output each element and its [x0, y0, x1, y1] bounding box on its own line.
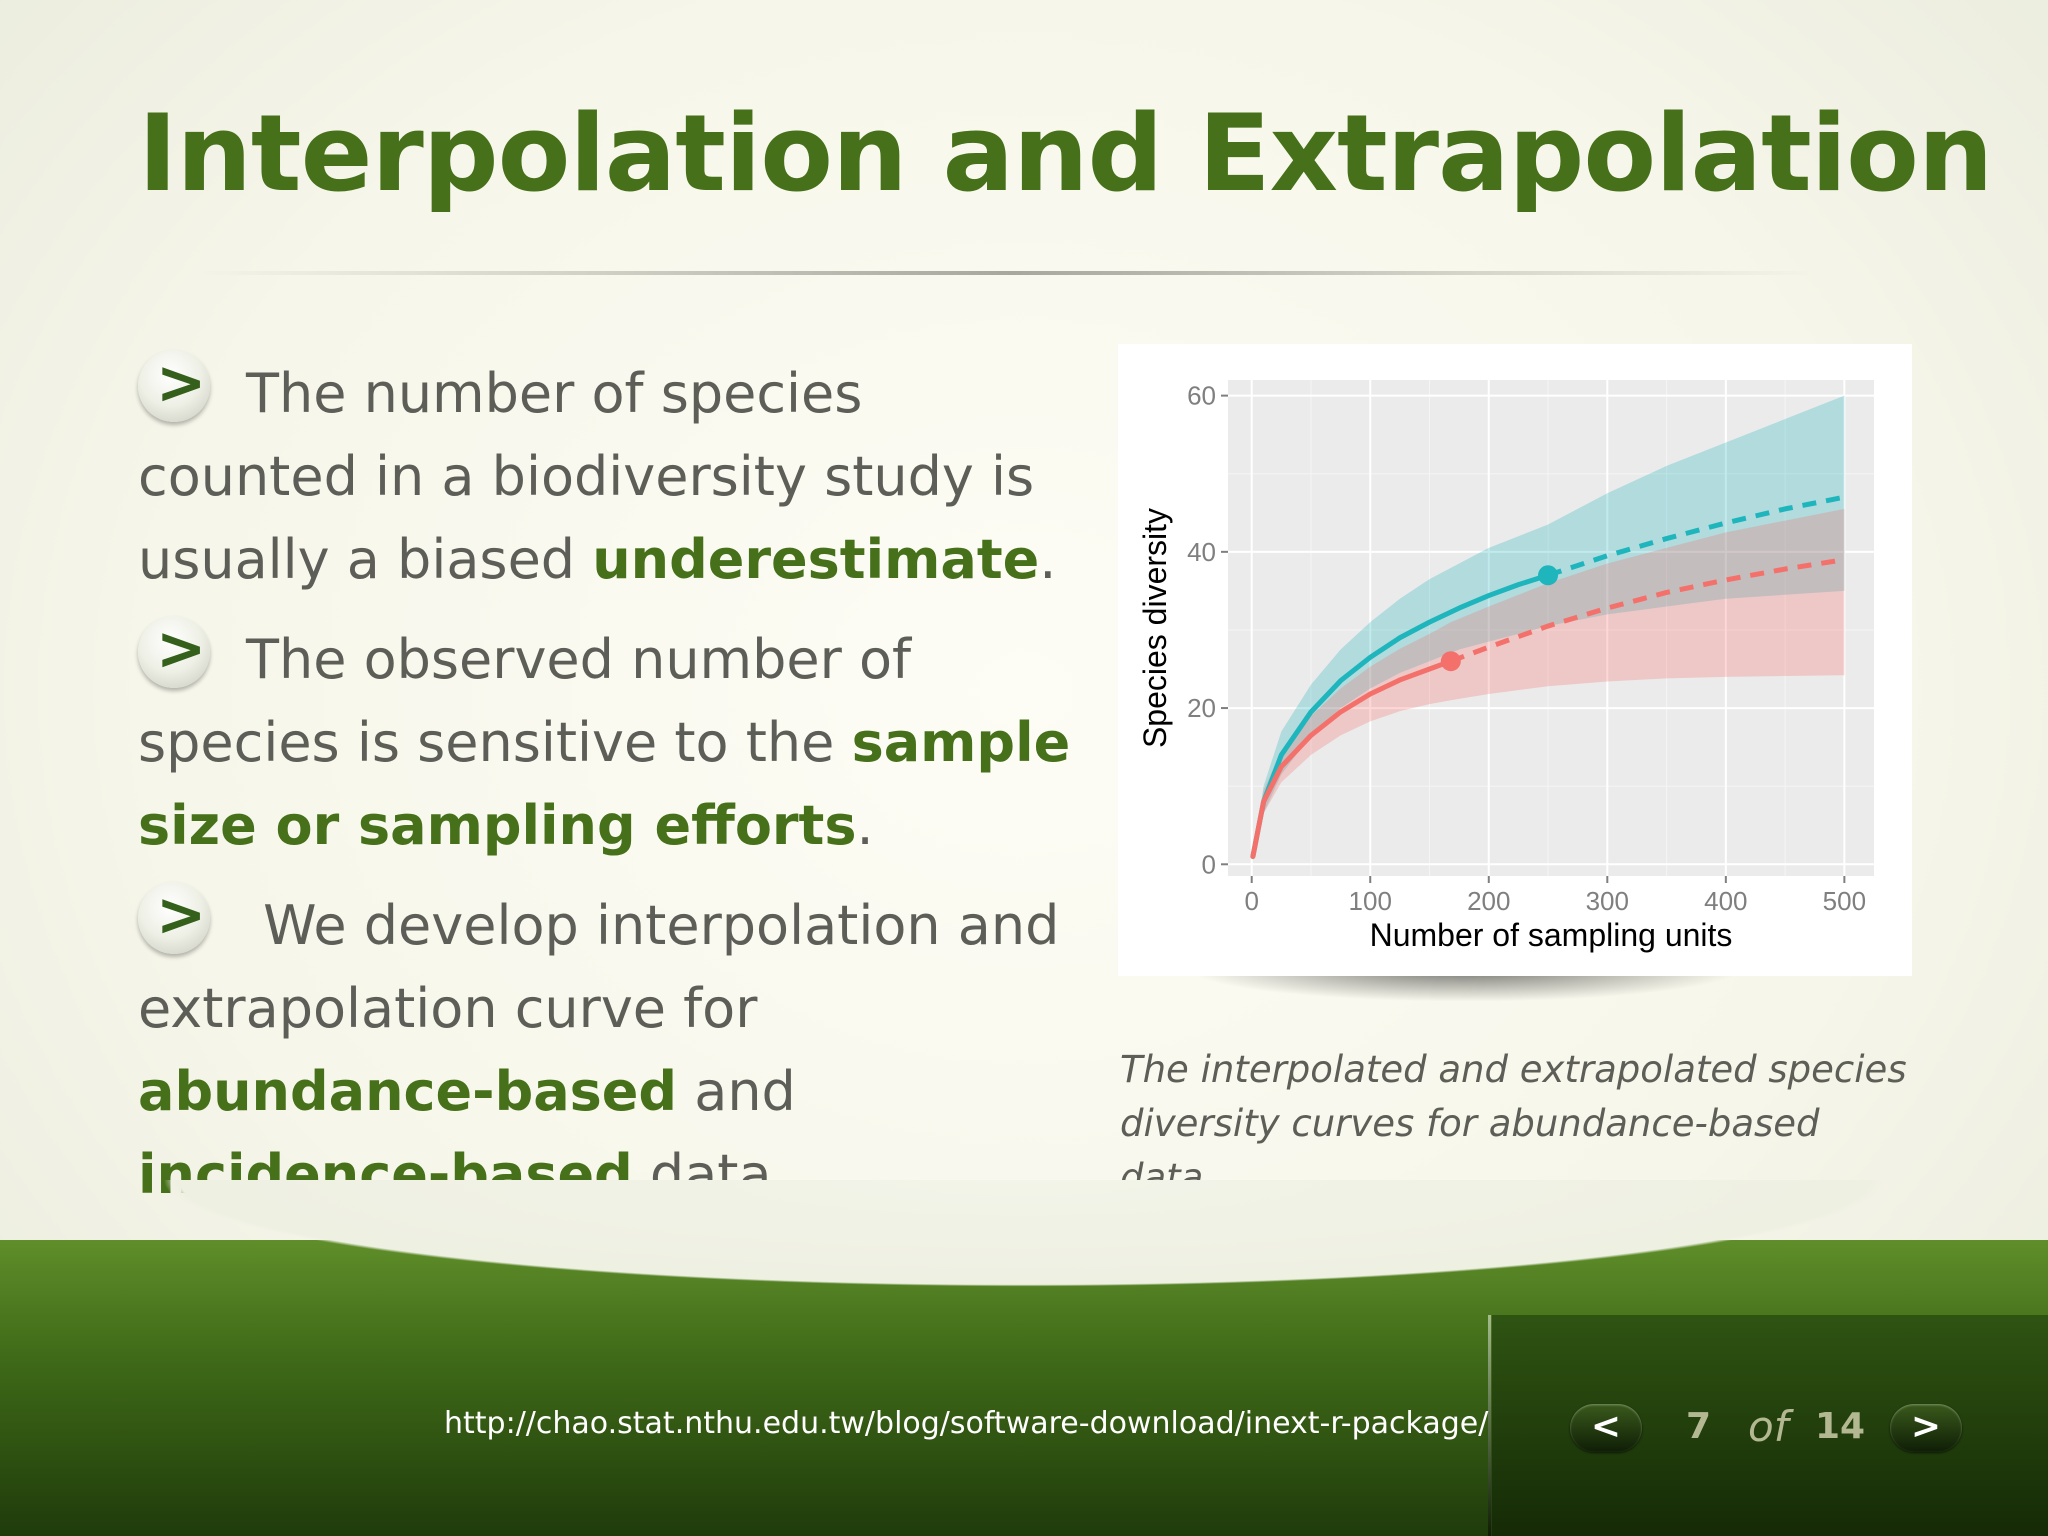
observed-point-1 — [1538, 565, 1559, 586]
confidence-band-2 — [1252, 508, 1845, 861]
x-tick-label: 500 — [1823, 886, 1866, 916]
current-page-number: 7 — [1686, 1406, 1712, 1447]
bullet-item-3: > We develop interpolation and extrapola… — [138, 880, 1060, 1206]
x-tick-label: 300 — [1586, 886, 1629, 916]
total-pages-number: 14 — [1815, 1406, 1866, 1447]
y-tick-label: 0 — [1202, 849, 1216, 879]
next-slide-button[interactable]: > — [1890, 1404, 1962, 1452]
species-diversity-chart: 0 100 200 300 400 500 0 20 40 60 Number of sampli… — [1118, 344, 1912, 976]
observed-point-2 — [1440, 651, 1461, 672]
extrapolated-curve-1 — [1547, 494, 1845, 578]
y-tick-label: 20 — [1187, 693, 1216, 723]
confidence-band-1 — [1252, 395, 1845, 861]
x-tick-label: 400 — [1704, 886, 1747, 916]
interpolated-curve-1 — [1250, 572, 1551, 859]
plot-background — [1228, 380, 1874, 876]
bullet-item-1: > The number of species counted in a biod… — [138, 348, 1057, 591]
y-tick-label: 40 — [1187, 537, 1216, 567]
extrapolated-curve-2 — [1449, 557, 1845, 664]
prev-slide-button[interactable]: < — [1570, 1404, 1642, 1452]
chevron-right-icon: > — [138, 880, 210, 954]
y-axis-label: Species diversity — [1137, 508, 1173, 748]
bullet-item-2: > The observed number of species is sensi… — [138, 614, 1071, 857]
chevron-right-icon: > — [138, 614, 210, 688]
chevron-right-icon: > — [1910, 1406, 1942, 1447]
x-tick-label: 0 — [1244, 886, 1258, 916]
interpolated-curve-2 — [1250, 658, 1454, 859]
x-tick-label: 200 — [1467, 886, 1510, 916]
footer-url-link[interactable]: http://chao.stat.nthu.edu.tw/blog/softwa… — [444, 1406, 1489, 1441]
page-of-label: of — [1748, 1402, 1789, 1451]
bullet-list: > The number of species counted in a biod… — [138, 348, 1078, 1231]
title-divider — [200, 271, 1820, 275]
x-tick-label: 100 — [1349, 886, 1392, 916]
chevron-left-icon: < — [1590, 1406, 1622, 1447]
slide-title: Interpolation and Extrapolation — [138, 92, 1993, 215]
footer-divider — [1488, 1315, 1491, 1536]
chevron-right-icon: > — [138, 348, 210, 422]
x-axis-label: Number of sampling units — [1370, 917, 1733, 953]
y-tick-label: 60 — [1187, 381, 1216, 411]
chart-caption: The interpolated and extrapolated specie… — [1120, 1048, 1907, 1199]
